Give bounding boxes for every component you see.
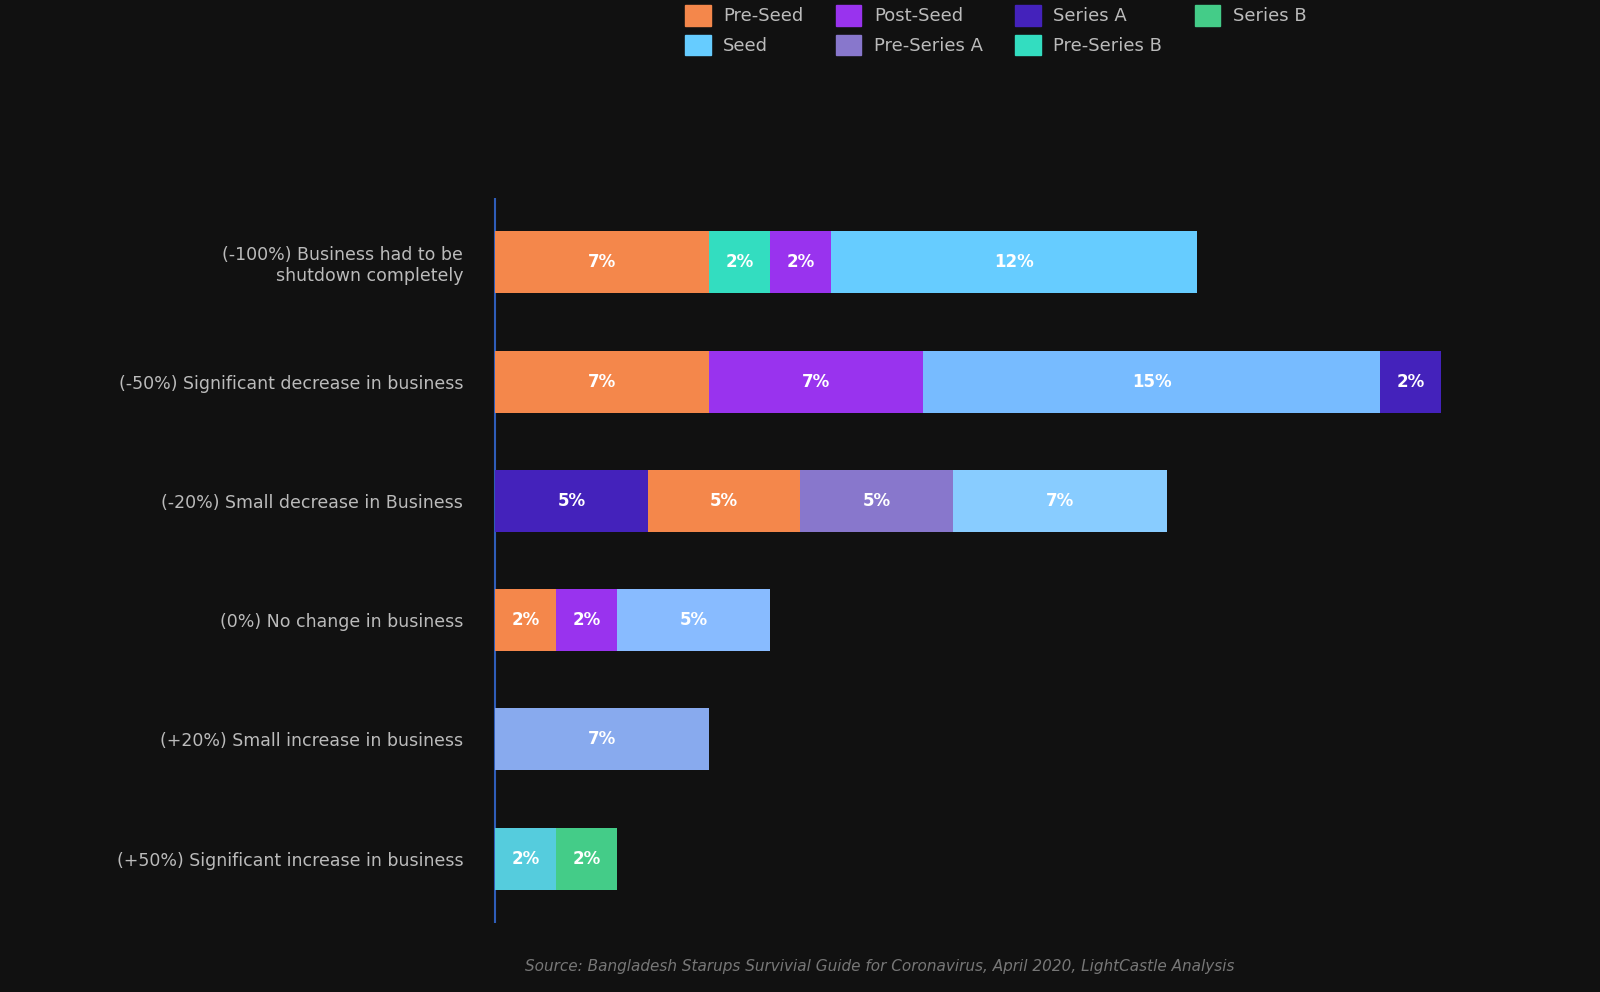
Bar [496, 589, 557, 651]
Text: 5%: 5% [862, 492, 891, 510]
Bar [830, 231, 1197, 294]
Bar [496, 231, 709, 294]
Text: 2%: 2% [786, 253, 814, 272]
Bar [709, 231, 770, 294]
Bar [923, 350, 1381, 413]
Text: 5%: 5% [710, 492, 738, 510]
Text: 2%: 2% [573, 849, 602, 868]
Text: 2%: 2% [573, 611, 602, 629]
Text: 7%: 7% [587, 373, 616, 391]
Text: 7%: 7% [802, 373, 830, 391]
Bar [648, 470, 800, 532]
Text: 7%: 7% [1046, 492, 1074, 510]
Bar [800, 470, 954, 532]
Text: 7%: 7% [587, 253, 616, 272]
Text: 12%: 12% [994, 253, 1034, 272]
Bar [496, 350, 709, 413]
Bar [770, 231, 830, 294]
Bar [496, 470, 648, 532]
Text: 5%: 5% [680, 611, 707, 629]
Text: Source: Bangladesh Starups Survivial Guide for Coronavirus, April 2020, LightCas: Source: Bangladesh Starups Survivial Gui… [525, 959, 1235, 974]
Text: 5%: 5% [557, 492, 586, 510]
Text: 2%: 2% [512, 611, 539, 629]
Bar [496, 827, 557, 890]
Bar [954, 470, 1166, 532]
Text: 2%: 2% [1397, 373, 1426, 391]
Text: 7%: 7% [587, 730, 616, 748]
Legend: Pre-Seed, Seed, Post-Seed, Pre-Series A, Series A, Pre-Series B, Series B: Pre-Seed, Seed, Post-Seed, Pre-Series A,… [685, 5, 1306, 56]
Bar [557, 827, 618, 890]
Bar [1381, 350, 1442, 413]
Bar [709, 350, 923, 413]
Bar [557, 589, 618, 651]
Text: 15%: 15% [1131, 373, 1171, 391]
Text: 2%: 2% [725, 253, 754, 272]
Bar [618, 589, 770, 651]
Bar [496, 708, 709, 771]
Text: 2%: 2% [512, 849, 539, 868]
